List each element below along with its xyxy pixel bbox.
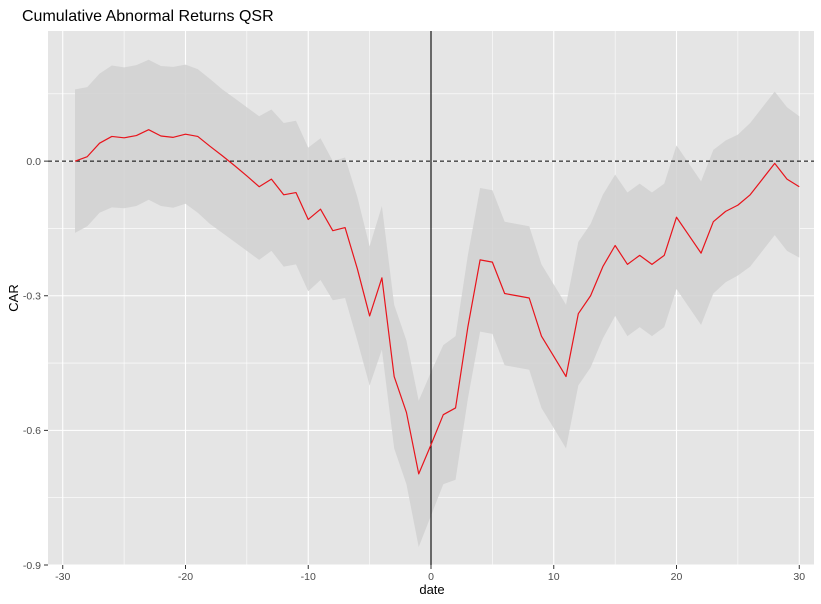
car-point	[87, 156, 88, 157]
car-point	[664, 255, 665, 256]
car-point	[553, 356, 554, 357]
y-tick-label: -0.6	[23, 425, 41, 437]
x-tick-label: 30	[793, 571, 805, 583]
car-point	[504, 293, 505, 294]
y-axis-title: CAR	[6, 284, 21, 311]
car-point	[136, 135, 137, 136]
car-point	[786, 178, 787, 179]
car-point	[283, 194, 284, 195]
car-point	[615, 245, 616, 246]
car-point	[430, 444, 431, 445]
x-axis: -30 -20 -10 0 10 20 30	[55, 565, 805, 583]
x-tick-label: 0	[428, 571, 434, 583]
car-point	[394, 376, 395, 377]
car-point	[222, 155, 223, 156]
car-point	[578, 313, 579, 314]
car-point	[148, 129, 149, 130]
car-point	[124, 137, 125, 138]
car-point	[344, 227, 345, 228]
y-tick-label: -0.3	[23, 291, 41, 303]
confidence-band	[75, 59, 800, 548]
car-point	[418, 473, 419, 474]
y-tick-label: 0.0	[26, 156, 41, 168]
car-point	[651, 264, 652, 265]
y-tick-label: -0.9	[23, 560, 41, 572]
car-point	[185, 134, 186, 135]
car-point	[160, 135, 161, 136]
x-tick-label: 10	[548, 571, 560, 583]
car-point	[271, 178, 272, 179]
car-point	[565, 376, 566, 377]
car-point	[369, 315, 370, 316]
x-tick-label: -30	[55, 571, 70, 583]
car-point	[688, 235, 689, 236]
car-point	[234, 165, 235, 166]
car-point	[480, 259, 481, 260]
car-point	[799, 186, 800, 187]
car-series-line	[74, 129, 800, 475]
car-point	[308, 219, 309, 220]
car-point	[725, 211, 726, 212]
car-point	[602, 266, 603, 267]
car-point	[246, 175, 247, 176]
car-point	[676, 217, 677, 218]
car-point	[627, 264, 628, 265]
car-point	[74, 161, 75, 162]
car-point	[381, 277, 382, 278]
car-point	[762, 178, 763, 179]
car-point	[259, 186, 260, 187]
x-tick-label: -10	[301, 571, 316, 583]
car-point	[639, 255, 640, 256]
car-point	[700, 253, 701, 254]
car-point	[320, 209, 321, 210]
car-point	[197, 136, 198, 137]
chart-title: Cumulative Abnormal Returns QSR	[22, 8, 274, 25]
car-point	[332, 230, 333, 231]
car-point	[713, 221, 714, 222]
car-point	[774, 163, 775, 164]
car-point	[737, 205, 738, 206]
x-axis-title: date	[419, 582, 444, 597]
y-axis: -0.9 -0.6 -0.3 0.0	[23, 156, 48, 572]
car-point	[357, 268, 358, 269]
car-point	[529, 297, 530, 298]
car-point	[590, 295, 591, 296]
car-point	[406, 412, 407, 413]
car-point	[173, 137, 174, 138]
car-point	[516, 295, 517, 296]
x-tick-label: -20	[178, 571, 193, 583]
x-tick-label: 20	[671, 571, 683, 583]
car-point	[209, 146, 210, 147]
car-point	[99, 143, 100, 144]
car-point	[467, 327, 468, 328]
car-point	[111, 136, 112, 137]
car-point	[492, 262, 493, 263]
car-point	[750, 194, 751, 195]
car-point	[295, 192, 296, 193]
car-point	[443, 414, 444, 415]
car-point	[541, 336, 542, 337]
car-point	[455, 407, 456, 408]
